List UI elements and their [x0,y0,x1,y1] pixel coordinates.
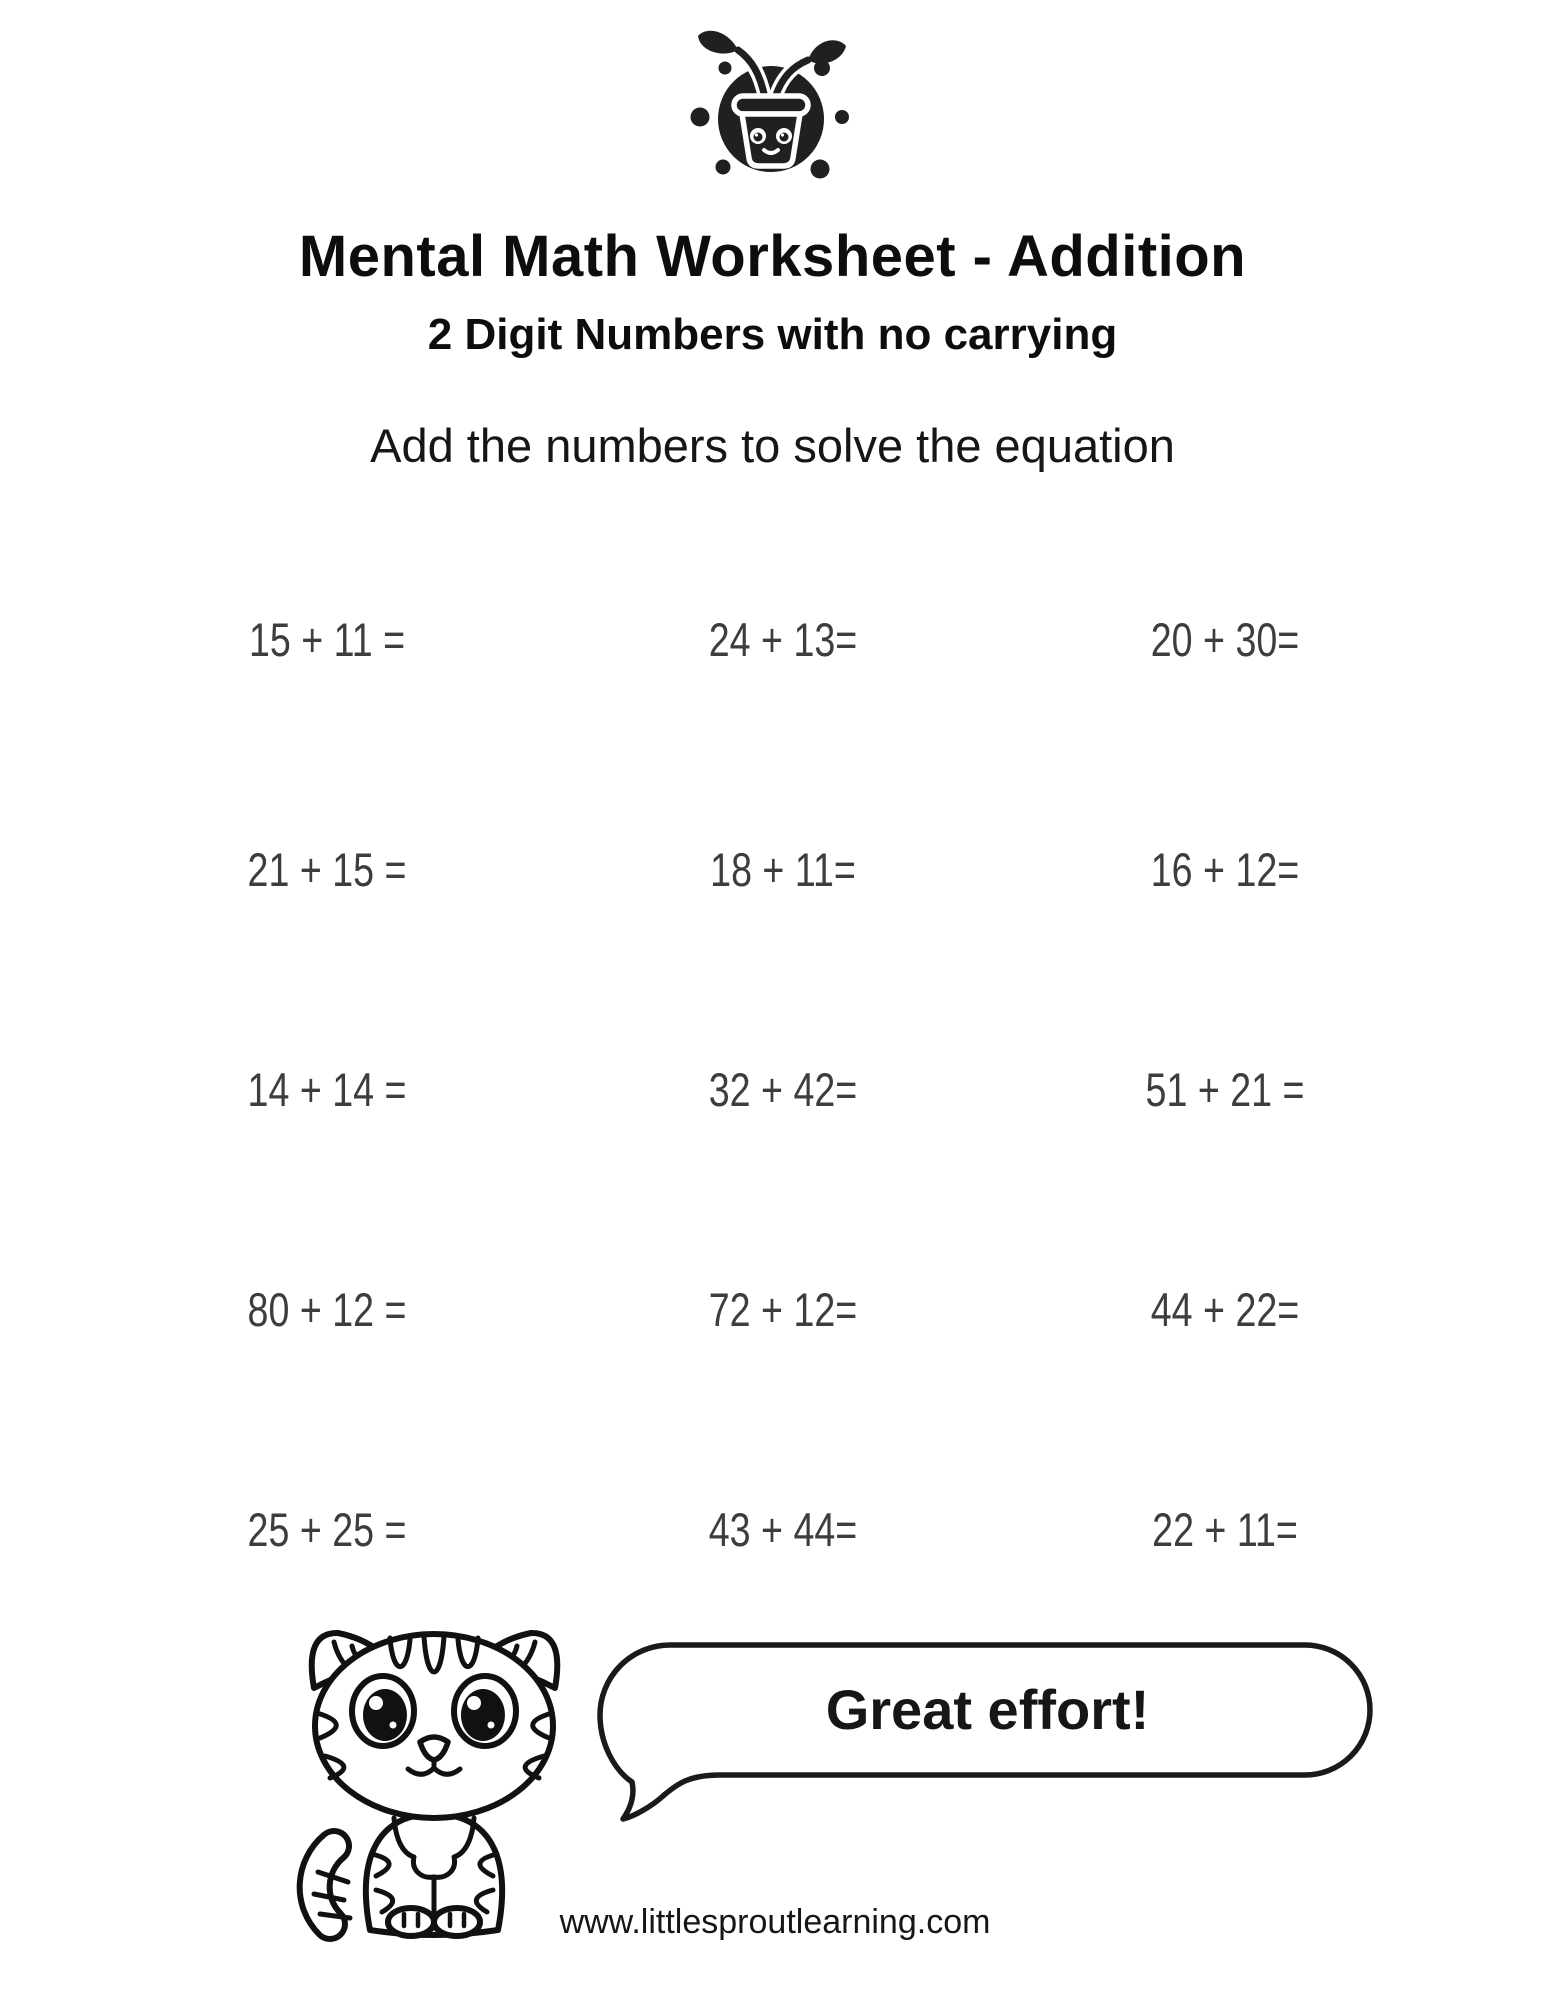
problem-row: 25 + 25 = 43 + 44= 22 + 11= [0,1506,1545,1726]
problem-equation: 51 + 21 = [1145,1063,1305,1116]
problem-equation: 14 + 14 = [247,1063,407,1116]
problem-equation: 43 + 44= [708,1503,858,1556]
problem-equation: 21 + 15 = [247,843,407,896]
speech-bubble-text: Great effort! [825,1678,1150,1741]
problem-equation: 32 + 42= [708,1063,858,1116]
website-url: www.littlesproutlearning.com [559,1903,991,1941]
problem-equation: 22 + 11= [1152,1503,1298,1556]
problem-equation: 15 + 11 = [248,613,406,666]
problem-equation: 24 + 13= [708,613,858,666]
problem-equation: 18 + 11= [710,843,856,896]
problem-equation: 72 + 12= [708,1283,858,1336]
instruction-text: Add the numbers to solve the equation [370,419,1175,472]
problem-row: 21 + 15 = 18 + 11= 16 + 12= [0,846,1545,1066]
problem-row: 14 + 14 = 32 + 42= 51 + 21 = [0,1066,1545,1286]
problem-equation: 80 + 12 = [247,1283,407,1336]
page-title: Mental Math Worksheet - Addition [298,224,1247,289]
speech-bubble [565,1620,1395,1825]
problem-equation: 25 + 25 = [247,1503,407,1556]
problems-grid: 15 + 11 = 24 + 13= 20 + 30= 21 + 15 = 18 + 1… [0,616,1545,1726]
problem-equation: 16 + 12= [1150,843,1300,896]
problem-row: 15 + 11 = 24 + 13= 20 + 30= [0,616,1545,846]
problem-equation: 44 + 22= [1150,1283,1300,1336]
sprout-pot-logo-icon [662,12,887,197]
cat-icon [292,1618,577,1944]
problem-row: 80 + 12 = 72 + 12= 44 + 22= [0,1286,1545,1506]
page-subtitle: 2 Digit Numbers with no carrying [427,310,1118,359]
problem-equation: 20 + 30= [1150,613,1300,666]
